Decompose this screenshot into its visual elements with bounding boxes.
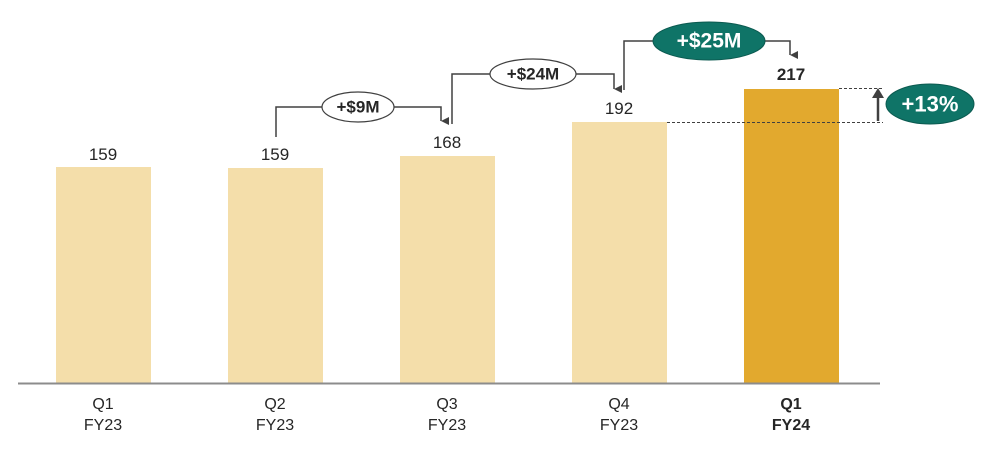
- arrow-up-icon: [872, 88, 884, 98]
- delta-connector-q4-q1fy24: +$25M: [623, 21, 798, 90]
- value-label: 159: [261, 145, 289, 164]
- x-tick-label: Q4: [608, 396, 629, 413]
- growth-annotation: +13%: [667, 83, 975, 125]
- value-label: 159: [89, 145, 117, 164]
- delta-label: +$25M: [677, 30, 742, 53]
- value-label: 168: [433, 133, 461, 152]
- delta-label: +$24M: [507, 65, 559, 84]
- bar-q1-fy24: [744, 89, 839, 383]
- x-tick-label: FY23: [84, 417, 122, 434]
- value-label-highlight: 217: [777, 65, 805, 84]
- bar-q3-fy23: [400, 156, 495, 383]
- delta-label: +$9M: [337, 98, 380, 117]
- delta-connector-q3-q4: +$24M: [451, 58, 622, 124]
- value-label: 192: [605, 99, 633, 118]
- bar-q4-fy23: [572, 122, 667, 383]
- x-tick-label-highlight: FY24: [772, 417, 810, 434]
- x-tick-label: FY23: [600, 417, 638, 434]
- x-tick-label: Q2: [264, 396, 285, 413]
- delta-connector-q2-q3: +$9M: [275, 91, 449, 137]
- x-tick-label: Q3: [436, 396, 457, 413]
- bar-q1-fy23: [56, 167, 151, 383]
- x-tick-label-highlight: Q1: [780, 396, 801, 413]
- x-tick-label: Q1: [92, 396, 113, 413]
- growth-badge-label: +13%: [902, 92, 959, 117]
- bar-q2-fy23: [228, 168, 323, 383]
- x-tick-label: FY23: [428, 417, 466, 434]
- x-tick-label: FY23: [256, 417, 294, 434]
